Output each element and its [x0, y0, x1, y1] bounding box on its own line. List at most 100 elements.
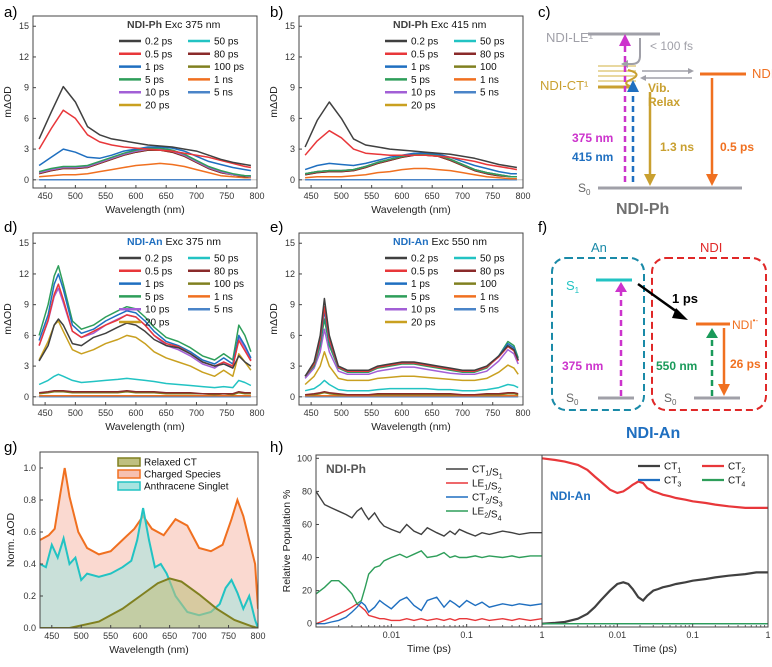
- legend-label: 80 ps: [480, 49, 504, 60]
- legend-label: 20 ps: [145, 318, 169, 329]
- x-tick-label: 450: [38, 191, 53, 201]
- x-tick-label: 450: [304, 191, 319, 201]
- y-axis-title: mΔOD: [2, 86, 14, 118]
- legend-label: 100 ps: [214, 279, 244, 290]
- series-lines: [316, 491, 542, 625]
- y-tick-label: 3: [24, 144, 29, 154]
- series-line-5-ps: [38, 265, 252, 361]
- y-tick-label: 40: [302, 553, 312, 563]
- ndi-label: NDI: [700, 240, 722, 255]
- y-tick-label: 100: [297, 453, 312, 463]
- x-axis-title: Wavelength (nm): [109, 644, 189, 656]
- y-tick-label: 0.4: [23, 559, 36, 569]
- series-line-50-ps: [304, 379, 519, 392]
- et-1ps-arrow: [637, 282, 681, 316]
- x-tick-label: 800: [249, 408, 264, 418]
- y-tick-label: 0.8: [23, 495, 36, 505]
- legend-label: 20 ps: [145, 101, 169, 112]
- y-tick-label: 20: [302, 586, 312, 596]
- series-lines: [542, 457, 768, 625]
- panel-letter-f: f): [538, 219, 547, 236]
- legend-label: Relaxed CT: [144, 458, 197, 469]
- legend-label: 100: [480, 62, 497, 73]
- y-tick-label: 0.6: [23, 527, 36, 537]
- plot-frame: [39, 451, 259, 629]
- x-tick-label: 0.1: [460, 630, 473, 640]
- legend-swatch: [117, 481, 141, 491]
- y-tick-label: 9: [290, 300, 295, 310]
- legend-label: 1 ps: [411, 279, 430, 290]
- y-tick-label: 3: [290, 144, 295, 154]
- series-line-Charged-Species: [40, 467, 258, 609]
- plot-frame: [32, 15, 258, 189]
- chart-panel-a: 450 500 550 600 650 700 750 800 0 3 6 9 12 15 Waveleng…: [2, 15, 265, 216]
- legend-label: 1 ps: [145, 62, 164, 73]
- chart-panel-h: 0.01 0.1 1 Time (ps) 0.01 0.1 1 Time (ps) 0 20 40 6…: [281, 453, 771, 655]
- x-tick-label: 700: [455, 408, 470, 418]
- relax-label: Relax: [648, 95, 680, 109]
- x-tick-label: 600: [394, 408, 409, 418]
- ndi-box: [651, 257, 767, 411]
- legend-label: 0.2 ps: [411, 254, 438, 265]
- ndi-anion-label: NDI•-: [752, 65, 772, 81]
- panel-letter-b: b): [270, 4, 283, 21]
- legend-label: 50 ps: [214, 254, 238, 265]
- legend-label: CT2/S3: [472, 493, 503, 509]
- relax-arrow-icon: [628, 38, 641, 65]
- y-tick-label: 80: [302, 486, 312, 496]
- legend-label: LE1/S2: [472, 479, 502, 495]
- y-tick-label: 6: [290, 330, 295, 340]
- y-tick-label: 15: [285, 238, 295, 248]
- y-tick-label: 0.0: [23, 623, 36, 633]
- y-axis-title: mΔOD: [268, 303, 280, 335]
- x-tick-label: 0.1: [686, 630, 699, 640]
- x-tick-label: 1: [539, 630, 544, 640]
- y-tick-label: 0.2: [23, 591, 36, 601]
- exc-415-label: 415 nm: [572, 150, 613, 164]
- legend-label: 1 ns: [214, 75, 233, 86]
- an-box: [551, 257, 645, 411]
- y-tick-label: 3: [290, 361, 295, 371]
- legend-label: 10 ps: [411, 305, 435, 316]
- legend-label: 0.5 ps: [411, 49, 438, 60]
- x-tick-label: 450: [38, 408, 53, 418]
- series-line-80-ps: [305, 390, 519, 396]
- x-tick-label: 700: [189, 191, 204, 201]
- panel-letter-h: h): [270, 439, 283, 456]
- s1-label: S1: [566, 278, 580, 295]
- x-tick-label: 700: [455, 191, 470, 201]
- series-line-1-ps: [38, 273, 252, 365]
- ct-manifold: [598, 65, 636, 89]
- series-line-80-ps: [39, 389, 251, 395]
- y-tick-label: 12: [285, 52, 295, 62]
- series-line-Anthracene-Singlet: [40, 507, 258, 628]
- legend-label: 5 ps: [145, 75, 164, 86]
- y-tick-label: 9: [24, 83, 29, 93]
- chart-panel-e: 450 500 550 600 650 700 750 800 0 3 6 9 12 15 Waveleng…: [268, 232, 531, 433]
- x-tick-label: 450: [304, 408, 319, 418]
- x-tick-label: 750: [221, 631, 236, 641]
- legend-label: 10 ps: [145, 88, 169, 99]
- y-tick-label: 12: [19, 52, 29, 62]
- legend-label: 10 ps: [411, 88, 435, 99]
- legend-label: Anthracene Singlet: [144, 482, 229, 493]
- y-tick-label: 15: [285, 21, 295, 31]
- energy-scheme-ndi-ph: NDI-LE¹ < 100 fs NDI-CT¹ Vib. Relax NDI•…: [540, 30, 772, 218]
- legend-label: CT3: [664, 476, 681, 489]
- s0-label: S0: [578, 181, 591, 197]
- s0-label-an: S0: [566, 391, 579, 407]
- ndi-an-plot-label: NDI-An: [550, 489, 591, 503]
- legend-label: 80 ps: [480, 266, 504, 277]
- x-tick-label: 550: [98, 191, 113, 201]
- plot-frame: [32, 232, 258, 406]
- ndi-anion-label-f: NDI•-: [732, 316, 758, 332]
- x-tick-label: 600: [133, 631, 148, 641]
- x-tick-label: 0.01: [383, 630, 401, 640]
- series-line-100: [305, 391, 519, 396]
- legend-label: 100: [480, 279, 497, 290]
- series-line-80-ps: [38, 149, 251, 178]
- panel-title: NDI-An Exc 550 nm: [393, 236, 487, 248]
- x-tick-label: 550: [364, 191, 379, 201]
- x-tick-label: 750: [485, 191, 500, 201]
- x-tick-label: 700: [192, 631, 207, 641]
